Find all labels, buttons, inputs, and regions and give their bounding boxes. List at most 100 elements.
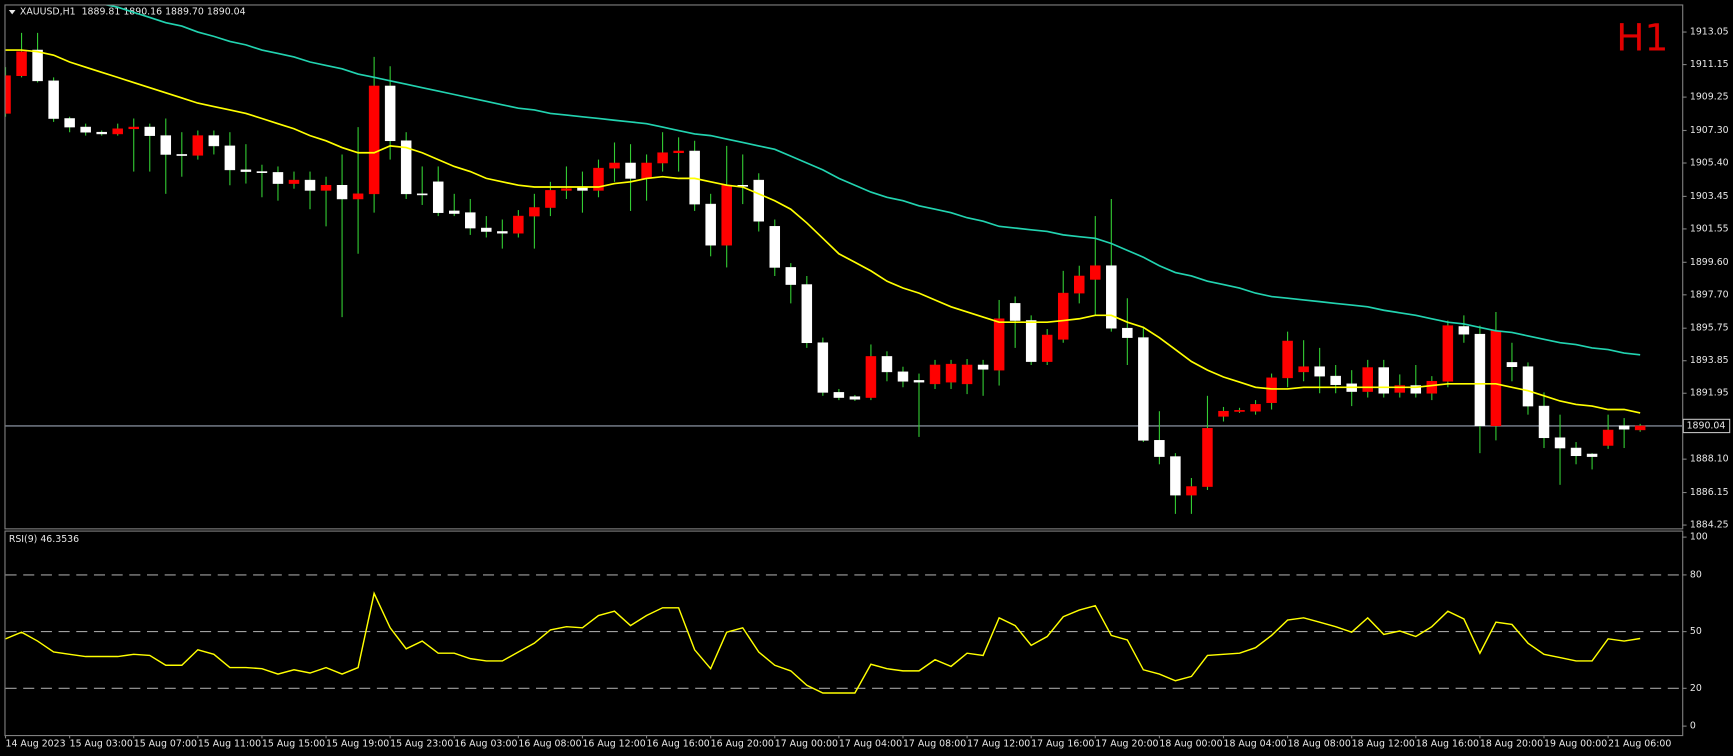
- candle-body: [865, 356, 877, 398]
- candle-body: [80, 126, 91, 133]
- candle-body: [1378, 367, 1389, 394]
- candle-body: [1458, 326, 1470, 335]
- candle-body: [1041, 334, 1053, 362]
- candle-body: [1474, 333, 1486, 427]
- candle-body: [272, 172, 284, 184]
- candle-body: [16, 51, 27, 76]
- candle-body: [160, 135, 172, 155]
- candle-body: [465, 212, 476, 229]
- candle-body: [1234, 410, 1245, 412]
- main-panel: [4, 4, 1684, 530]
- candle-body: [1394, 385, 1406, 393]
- candle-body: [112, 128, 123, 135]
- x-tick-label: 18 Aug 20:00: [1480, 738, 1543, 749]
- rsi-panel: [4, 530, 1684, 737]
- rsi-line: [5, 591, 1641, 694]
- x-tick-label: 18 Aug 00:00: [1159, 738, 1222, 749]
- candle-body: [224, 145, 236, 171]
- candle-body: [1618, 425, 1630, 430]
- candle-body: [1570, 447, 1582, 457]
- axes: 1884.25 1886.15 1888.10 1891.95 1893.85 1895.…: [4, 27, 1731, 749]
- candle-body: [513, 215, 524, 234]
- x-tick-label: 15 Aug 07:00: [134, 738, 197, 749]
- rsi-plot: [5, 574, 1683, 694]
- candle-body: [1426, 380, 1438, 394]
- candle-body: [144, 126, 156, 136]
- candle-body: [817, 342, 829, 393]
- y-tick-label: 1903.45: [1690, 191, 1729, 202]
- candle-body: [913, 380, 925, 383]
- x-tick-label: 17 Aug 16:00: [1031, 738, 1094, 749]
- candle-body: [1442, 325, 1454, 382]
- candle-body: [625, 162, 636, 179]
- candle-body: [993, 318, 1005, 371]
- candle-body: [1362, 367, 1373, 392]
- candle-body: [320, 184, 332, 191]
- candle-body: [1410, 385, 1422, 394]
- candle-body: [240, 169, 252, 172]
- candle-body: [256, 171, 268, 173]
- candle-body: [1586, 453, 1598, 457]
- candle-body: [32, 49, 43, 82]
- candle-body: [1202, 428, 1213, 487]
- candle-body: [304, 179, 316, 191]
- x-tick-label: 15 Aug 23:00: [390, 738, 453, 749]
- candle-body: [432, 181, 444, 213]
- y-tick-label: 1886.15: [1690, 487, 1729, 498]
- candle-body: [5, 75, 11, 114]
- candle-body: [673, 150, 684, 154]
- candle-body: [96, 131, 107, 135]
- x-tick-label: 17 Aug 00:00: [775, 738, 838, 749]
- candle-body: [1090, 265, 1101, 280]
- x-tick-label: 17 Aug 20:00: [1095, 738, 1158, 749]
- candle-body: [721, 184, 732, 246]
- candle-body: [1138, 337, 1149, 441]
- candle-body: [897, 371, 909, 382]
- candle-body: [1282, 340, 1293, 379]
- y-tick-label: 1905.40: [1690, 158, 1729, 169]
- y-tick-label: 1911.15: [1690, 59, 1729, 70]
- y-tick-label: 1895.75: [1690, 323, 1729, 334]
- candle-body: [176, 154, 188, 156]
- x-tick-label: 16 Aug 16:00: [647, 738, 710, 749]
- x-tick-label: 17 Aug 04:00: [839, 738, 902, 749]
- candle-body: [1506, 362, 1518, 367]
- x-tick-label: 14 Aug 2023: [6, 738, 66, 749]
- candle-body: [561, 188, 572, 191]
- price-label: 1890.04: [1687, 420, 1726, 431]
- moving-average: [105, 5, 1641, 356]
- candle-body: [1250, 404, 1261, 412]
- candle-body: [657, 152, 668, 164]
- x-tick-label: 18 Aug 08:00: [1288, 738, 1351, 749]
- candle-body: [1602, 429, 1614, 446]
- candle-body: [368, 85, 380, 195]
- candle-body: [1538, 405, 1550, 439]
- candle-body: [448, 210, 460, 214]
- candle-body: [352, 193, 364, 200]
- y-tick-label: 0: [1690, 721, 1696, 732]
- candle-body: [785, 267, 797, 285]
- candle-body: [753, 179, 764, 222]
- candle-body: [1154, 440, 1165, 457]
- candle-body: [1314, 366, 1325, 377]
- candle-body: [769, 226, 781, 268]
- x-tick-label: 19 Aug 00:00: [1544, 738, 1607, 749]
- candle-body: [1266, 377, 1277, 403]
- y-tick-label: 1899.60: [1690, 257, 1729, 268]
- candle-body: [192, 135, 204, 156]
- x-tick-label: 15 Aug 11:00: [198, 738, 261, 749]
- candle-body: [961, 364, 973, 385]
- candle-body: [1554, 437, 1566, 449]
- candle-body: [1522, 366, 1534, 407]
- candle-body: [497, 231, 508, 234]
- candle-body: [929, 364, 941, 385]
- y-tick-label: 1893.85: [1690, 355, 1729, 366]
- main-plot: [5, 5, 1683, 514]
- x-tick-label: 18 Aug 16:00: [1416, 738, 1479, 749]
- y-tick-label: 50: [1690, 626, 1702, 637]
- candle-body: [1634, 425, 1646, 431]
- candle-body: [400, 140, 412, 195]
- candle-body: [529, 207, 540, 217]
